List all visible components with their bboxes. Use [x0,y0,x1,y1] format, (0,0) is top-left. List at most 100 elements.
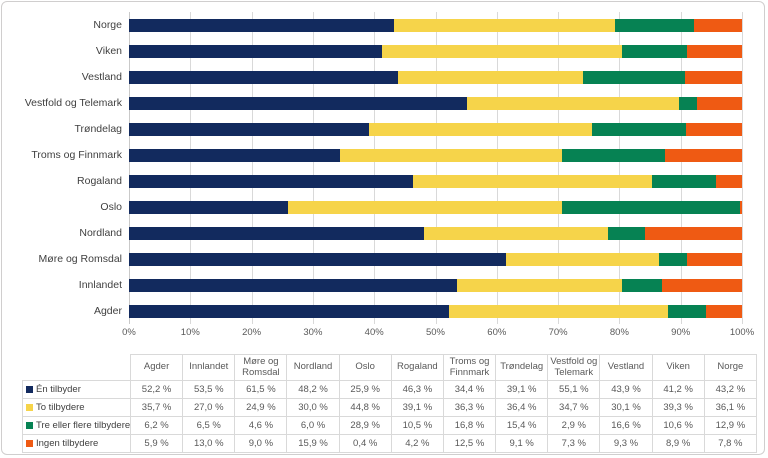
value-cell: 24,9 % [234,398,288,417]
legend-label: Tre eller flere tilbydere [36,420,131,431]
bar-segment [644,226,742,240]
value-cell: 25,9 % [338,380,392,399]
stacked-bar [129,44,742,58]
stacked-bar [129,304,742,318]
bar-row [129,142,742,168]
legend-swatch-icon [26,421,33,429]
bar-segment [424,226,608,240]
category-label: Norge [93,19,122,31]
stacked-bar [129,18,742,32]
category-label: Trøndelag [74,123,122,135]
value-cell: 10,6 % [651,416,705,435]
value-cell: 16,8 % [442,416,497,435]
bar-segment [658,252,687,266]
value-cell: 15,4 % [495,416,549,435]
bar-segment [662,278,742,292]
category-label: Agder [93,305,122,317]
table-row: Ingen tilbydere 5,9 % 13,0 % 9,0 % 15,9 % 0,4… [22,434,758,453]
table-row: To tilbydere 35,7 % 27,0 % 24,9 % 30,0 % 44,8… [22,398,758,417]
value-cell: 12,9 % [703,416,758,435]
legend-cell: To tilbydere [22,398,131,417]
bar-segment [562,148,666,162]
stacked-bar [129,148,742,162]
bar-segment [705,304,742,318]
bar-segment [466,96,680,110]
gridline [742,12,743,324]
value-cell: 7,3 % [547,434,601,453]
bar-segment [129,252,506,266]
value-cell: 6,0 % [286,416,340,435]
stacked-bar [129,70,742,84]
value-cell: 28,9 % [338,416,392,435]
bar-segment [694,18,742,32]
bar-segment [381,44,623,58]
value-cell: 46,3 % [390,380,444,399]
bar-segment [129,96,467,110]
value-cell: 36,3 % [442,398,497,417]
stacked-bar [129,252,742,266]
value-cell: 39,1 % [495,380,549,399]
bar-row [129,116,742,142]
bar-segment [129,278,457,292]
stacked-bar [129,122,742,136]
value-cell: 34,7 % [547,398,601,417]
bar-segment [684,70,742,84]
bar-row [129,194,742,220]
bar-row [129,64,742,90]
table-row: Tre eller flere tilbydere 6,2 % 6,5 % 4,6 %… [22,416,758,435]
legend-swatch-icon [26,385,33,393]
column-header: Innlandet [182,354,236,381]
bar-segment [448,304,668,318]
x-axis-tick-label: 10% [180,327,200,338]
bar-segment [622,278,663,292]
column-header: Vestland [599,354,653,381]
value-cell: 0,4 % [338,434,392,453]
bar-segment [583,70,685,84]
bar-segment [129,304,449,318]
bar-row [129,90,742,116]
stacked-bar [129,174,742,188]
column-header: Møre og Romsdal [234,354,288,381]
value-cell: 53,5 % [182,380,236,399]
stacked-bar [129,200,742,214]
value-cell: 34,4 % [442,380,497,399]
gridline [496,12,498,324]
column-header: Vestfold og Telemark [547,354,601,381]
x-axis-tick-label: 30% [303,327,323,338]
legend-cell: Tre eller flere tilbydere [22,416,131,435]
category-label: Viken [95,45,122,57]
value-cell: 35,7 % [129,398,184,417]
value-cell: 5,9 % [129,434,184,453]
category-label: Nordland [79,227,122,239]
bar-segment [665,148,742,162]
bar-segment [129,122,369,136]
gridline [190,12,192,324]
bar-row [129,168,742,194]
bar-row [129,246,742,272]
plot-area [129,12,743,324]
value-cell: 52,2 % [129,380,184,399]
bar-rows [129,12,742,324]
value-cell: 36,1 % [703,398,758,417]
column-header: Oslo [338,354,392,381]
bar-segment [368,122,592,136]
value-cell: 43,2 % [703,380,758,399]
category-label: Vestfold og Telemark [24,97,122,109]
value-cell: 15,9 % [286,434,340,453]
x-axis-tick-label: 90% [671,327,691,338]
value-cell: 39,1 % [390,398,444,417]
legend-swatch-icon [26,403,33,411]
value-cell: 10,5 % [390,416,444,435]
x-axis-tick-label: 100% [729,327,755,338]
bar-segment [615,18,695,32]
data-table: Agder Innlandet Møre og Romsdal Nordland Osl… [22,354,758,453]
value-cell: 44,8 % [338,398,392,417]
value-cell: 41,2 % [651,380,705,399]
column-header: Rogaland [390,354,444,381]
gridline [435,12,437,324]
value-cell: 8,9 % [651,434,705,453]
bar-segment [129,226,425,240]
bar-segment [686,122,742,136]
bar-segment [129,44,382,58]
